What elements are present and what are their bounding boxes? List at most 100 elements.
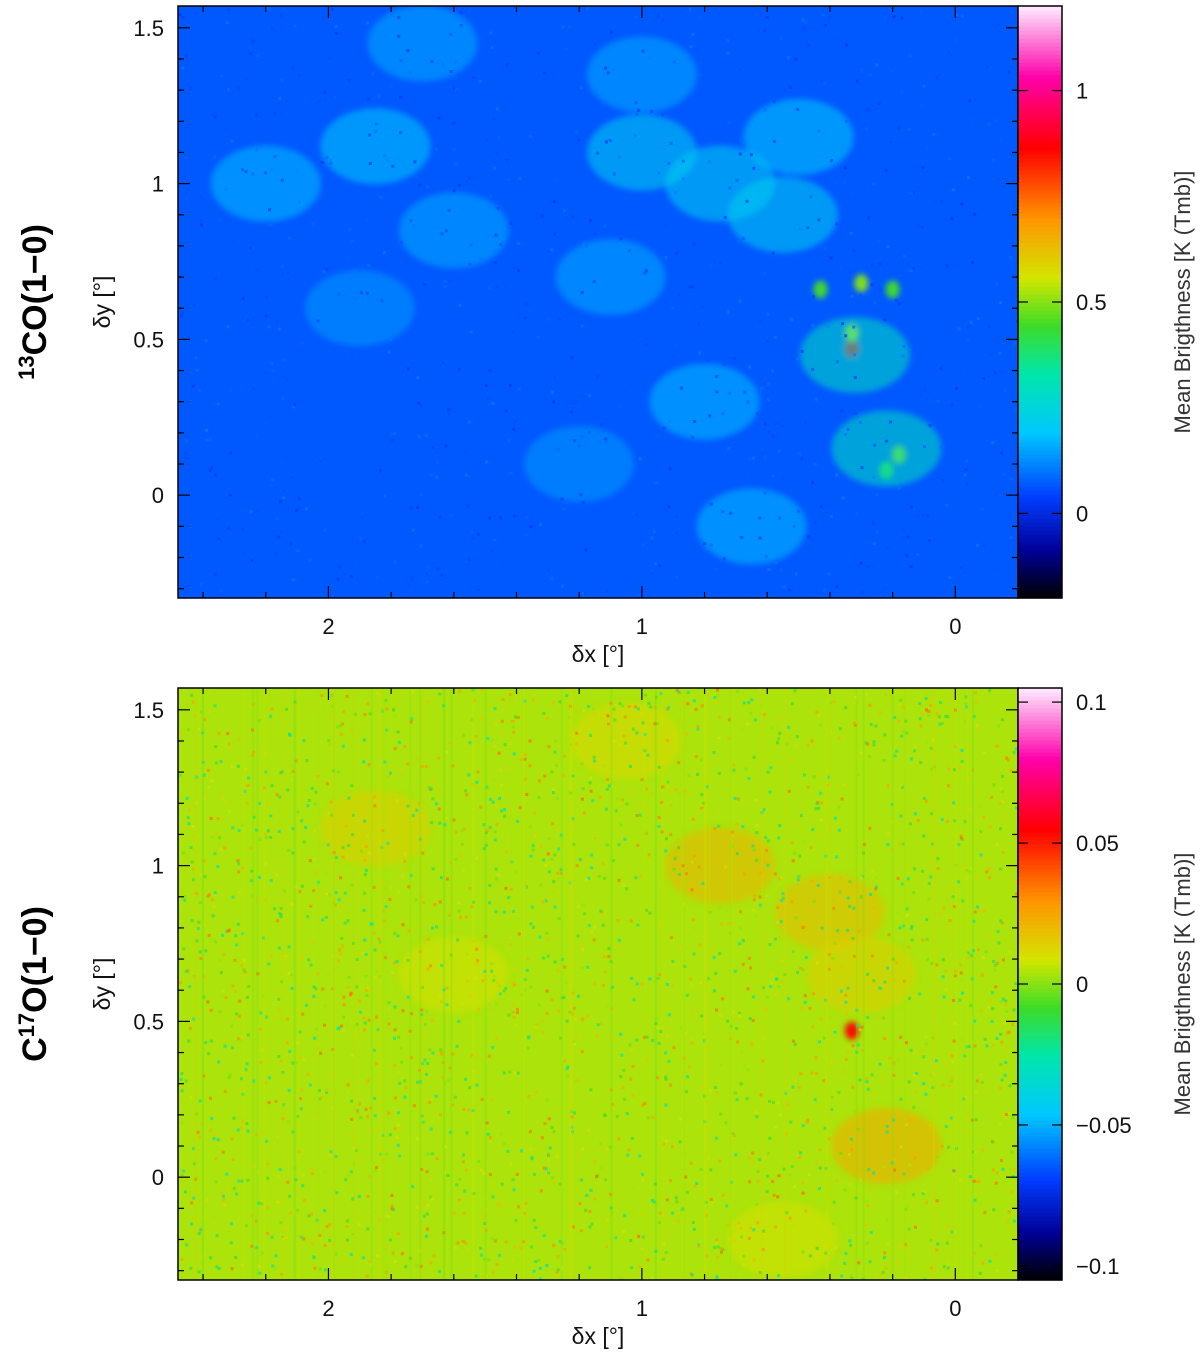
noise-pixel [995, 1171, 999, 1175]
noise-pixel [947, 1084, 951, 1088]
noise-pixel [236, 764, 240, 768]
noise-pixel [237, 239, 241, 243]
noise-pixel [755, 823, 759, 827]
colorbar-segment [1018, 740, 1062, 745]
noise-pixel [471, 537, 475, 540]
noise-pixel [657, 171, 661, 175]
noise-pixel [817, 1250, 821, 1254]
noise-pixel [269, 954, 273, 958]
noise-pixel [581, 948, 584, 952]
noise-pixel [300, 884, 304, 888]
noise-pixel [628, 931, 632, 935]
noise-pixel [509, 1162, 513, 1166]
noise-pixel [640, 778, 644, 782]
noise-pixel [211, 914, 215, 918]
noise-pixel [351, 1146, 355, 1150]
noise-pixel [964, 705, 968, 709]
noise-pixel [349, 729, 353, 733]
noise-pixel [484, 130, 487, 134]
noise-pixel [456, 1241, 460, 1245]
noise-pixel [185, 188, 189, 192]
noise-pixel [209, 1256, 213, 1260]
noise-pixel [238, 999, 242, 1003]
noise-pixel [754, 1202, 758, 1206]
noise-pixel [907, 127, 911, 131]
noise-pixel [538, 1266, 542, 1270]
noise-pixel [350, 1099, 353, 1103]
noise-pixel [640, 982, 644, 986]
noise-pixel [872, 743, 876, 747]
noise-pixel [258, 1027, 262, 1031]
noise-pixel [751, 456, 755, 460]
noise-pixel [665, 1034, 669, 1038]
noise-pixel [974, 701, 978, 705]
noise-pixel [669, 803, 673, 807]
noise-pixel [780, 898, 784, 902]
noise-pixel [670, 936, 673, 940]
noise-pixel [421, 1062, 425, 1066]
noise-pixel [607, 955, 611, 959]
noise-pixel [1004, 999, 1008, 1003]
noise-pixel [512, 1272, 516, 1276]
noise-pixel [681, 864, 685, 868]
noise-pixel [901, 842, 905, 846]
noise-pixel [295, 1061, 299, 1064]
noise-pixel [390, 1194, 394, 1197]
noise-pixel [344, 824, 348, 828]
noise-pixel [814, 37, 818, 41]
noise-pixel [925, 740, 929, 744]
noise-pixel [960, 977, 964, 981]
noise-pixel [558, 1182, 562, 1186]
noise-pixel [507, 1013, 511, 1017]
noise-pixel [429, 473, 433, 477]
noise-pixel [494, 867, 498, 871]
noise-pixel [475, 1054, 479, 1058]
noise-pixel [644, 342, 648, 346]
noise-pixel [534, 1260, 538, 1263]
colorbar-segment [1018, 518, 1062, 523]
noise-pixel [305, 789, 309, 793]
noise-pixel [632, 998, 636, 1002]
noise-pixel [799, 967, 802, 970]
noise-pixel [812, 295, 815, 299]
noise-pixel [587, 924, 591, 927]
colorbar-segment [1018, 1020, 1062, 1025]
noise-pixel [377, 689, 381, 693]
noise-pixel [872, 542, 876, 546]
noise-pixel [722, 557, 726, 561]
colorbar-segment [1018, 302, 1062, 307]
noise-pixel [605, 843, 609, 847]
noise-pixel [468, 887, 472, 891]
noise-pixel [555, 1273, 559, 1277]
noise-pixel [467, 1151, 471, 1155]
colorbar-segment [1018, 162, 1062, 167]
noise-pixel [835, 360, 839, 364]
noise-pixel [610, 1211, 614, 1215]
noise-pixel [472, 925, 476, 929]
noise-pixel [1009, 769, 1013, 773]
noise-pixel [672, 869, 676, 873]
colorbar-segment [1018, 896, 1062, 901]
noise-pixel [779, 568, 783, 572]
noise-pixel [448, 278, 452, 282]
noise-pixel [513, 1245, 517, 1249]
noise-pixel [813, 462, 817, 466]
noise-pixel [259, 1202, 263, 1206]
noise-pixel [818, 1166, 822, 1170]
noise-pixel [410, 576, 414, 580]
noise-pixel [400, 241, 403, 245]
noise-pixel [452, 1211, 456, 1215]
noise-pixel [623, 837, 627, 841]
noise-pixel [290, 987, 294, 990]
noise-pixel [563, 1248, 567, 1252]
noise-pixel [524, 303, 528, 307]
noise-pixel [889, 420, 893, 424]
noise-pixel [350, 1117, 354, 1121]
noise-pixel [927, 897, 931, 901]
emission-cloud-c17o-5 [571, 702, 682, 779]
noise-pixel [237, 1037, 241, 1041]
noise-pixel [330, 716, 334, 720]
noise-pixel [815, 802, 819, 805]
colorbar-segment [1018, 494, 1062, 499]
noise-pixel [240, 1179, 244, 1183]
